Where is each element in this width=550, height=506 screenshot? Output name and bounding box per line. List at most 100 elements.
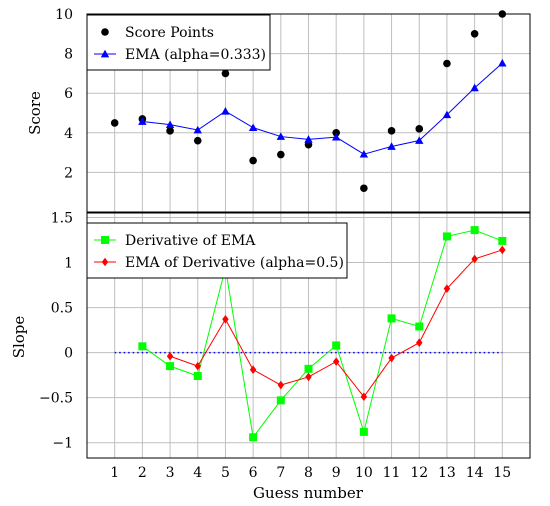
score-points-point [166, 127, 174, 135]
ema-of-derivative-alpha-0-5-legend-marker [101, 257, 109, 267]
ema-of-derivative-alpha-0-5-legend-label: EMA of Derivative (alpha=0.5) [125, 255, 344, 271]
ema-alpha-0-333-legend-marker [100, 49, 110, 58]
score-points-legend-label: Score Points [125, 25, 214, 41]
ema-of-derivative-alpha-0-5-point [332, 357, 340, 366]
score-points-point [193, 136, 202, 145]
x-axis-title: Guess number [253, 484, 364, 502]
ema-of-derivative-alpha-0-5-point [443, 284, 451, 293]
ema-alpha-0-333-point [470, 83, 479, 92]
ema-alpha-0-333-point [442, 110, 452, 119]
x-tick-label: 10 [355, 465, 373, 481]
score-points-legend-marker [101, 28, 109, 36]
ema-alpha-0-333-point [387, 142, 396, 150]
ema-alpha-0-333-point [359, 149, 369, 158]
ema-of-derivative-alpha-0-5-point [166, 351, 174, 361]
ema-of-derivative-alpha-0-5-point [194, 361, 201, 371]
ema-alpha-0-333-point [193, 125, 202, 134]
score-points-point [360, 184, 368, 193]
score-points-point [443, 59, 451, 68]
ema-alpha-0-333-point [498, 58, 507, 67]
x-tick-label: 4 [193, 465, 202, 481]
legend: Derivative of EMA EMA of Derivative (alph… [86, 222, 348, 279]
x-tick-label: 2 [138, 465, 147, 481]
score-points-point [277, 150, 285, 159]
legend: Score Points EMA (alpha=0.333) [86, 14, 271, 71]
y-axis-title-top: Score [26, 91, 44, 135]
slope-panel: −1 −0.5 0 0.5 1 1.5 Derivative of EMA EMA of De… [39, 211, 531, 481]
y-tick-label: 0 [64, 346, 73, 362]
derivative-of-ema-point [193, 372, 202, 381]
ema-of-derivative-alpha-0-5-point [416, 338, 423, 348]
derivative-of-ema-legend-marker [101, 236, 109, 244]
derivative-of-ema-point [276, 396, 285, 405]
ema-of-derivative-alpha-0-5-point [305, 372, 312, 382]
ema-of-derivative-alpha-0-5-point [499, 245, 506, 255]
y-tick-label: −1 [52, 436, 73, 452]
y-tick-label: 0.5 [51, 301, 73, 317]
x-tick-label: 5 [221, 465, 230, 481]
y-tick-label: 1.5 [51, 211, 73, 227]
ema-alpha-0-333-point [165, 120, 175, 129]
x-tick-label: 8 [304, 465, 313, 481]
y-tick-label: −0.5 [39, 391, 73, 407]
y-tick-label: 6 [64, 86, 73, 102]
derivative-of-ema-legend-label: Derivative of EMA [125, 233, 256, 249]
ema-alpha-0-333-point [248, 123, 258, 132]
derivative-of-ema-point [387, 314, 396, 323]
ema-alpha-0-333-point [221, 107, 230, 115]
ema-of-derivative-alpha-0-5-point [249, 365, 257, 375]
ema-of-derivative-alpha-0-5-point [360, 392, 368, 402]
derivative-of-ema-point [442, 232, 451, 241]
ema-of-derivative-alpha-0-5-point [471, 254, 478, 264]
x-tick-label: 13 [438, 465, 456, 481]
x-tick-label: 11 [383, 465, 401, 481]
score-points-point [415, 125, 424, 133]
legend-box [86, 14, 271, 71]
derivative-of-ema-point [415, 322, 424, 331]
derivative-of-ema-point [498, 236, 507, 245]
ema-of-derivative-alpha-0-5-point [388, 353, 395, 363]
y-tick-label: 1 [64, 256, 73, 272]
score-points-point [470, 30, 479, 38]
ema-of-derivative-alpha-0-5-point [277, 380, 285, 390]
x-tick-label: 14 [466, 465, 484, 481]
derivative-of-ema-point [359, 427, 368, 436]
score-points-point [387, 127, 396, 135]
ema-alpha-0-333-point [276, 132, 286, 140]
derivative-of-ema-point [166, 362, 175, 371]
x-tick-label: 15 [493, 465, 511, 481]
score-panel: 2 4 6 8 10 Score Points EMA (alpha=0.333) [55, 7, 531, 213]
score-points-point [332, 129, 340, 137]
x-tick-label: 9 [332, 465, 341, 481]
score-points-point [110, 119, 119, 127]
ema-alpha-0-333-line [142, 62, 503, 155]
plot-frame [86, 13, 531, 213]
x-tick-label: 3 [166, 465, 175, 481]
x-tick-label: 12 [410, 465, 428, 481]
x-tick-label: 7 [276, 465, 285, 481]
derivative-of-ema-point [332, 341, 341, 350]
x-tick-label: 1 [110, 465, 119, 481]
y-tick-label: 8 [64, 47, 73, 63]
score-points-point [304, 140, 313, 149]
derivative-of-ema-point [138, 342, 147, 351]
legend-box [86, 222, 348, 279]
y-axis-title-bottom: Slope [10, 316, 28, 359]
score-points-point [249, 156, 257, 165]
derivative-of-ema-point [249, 433, 258, 442]
derivative-of-ema-point [304, 364, 313, 373]
plot-frame [86, 212, 531, 459]
ema-alpha-0-333-point [331, 132, 341, 141]
ema-of-derivative-alpha-0-5-point [222, 314, 229, 324]
x-tick-label: 6 [249, 465, 258, 481]
ema-alpha-0-333-point [138, 117, 147, 125]
y-tick-label: 10 [55, 7, 73, 23]
derivative-of-ema-point [470, 226, 479, 235]
y-tick-label: 2 [64, 165, 73, 181]
ema-alpha-0-333-point [304, 135, 313, 143]
score-points-point [221, 69, 230, 78]
ema-alpha-0-333-point [415, 136, 424, 144]
ema-alpha-0-333-legend-label: EMA (alpha=0.333) [125, 47, 266, 63]
y-tick-label: 4 [64, 126, 73, 142]
